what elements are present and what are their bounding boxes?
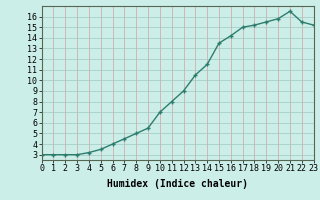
X-axis label: Humidex (Indice chaleur): Humidex (Indice chaleur) [107,179,248,189]
